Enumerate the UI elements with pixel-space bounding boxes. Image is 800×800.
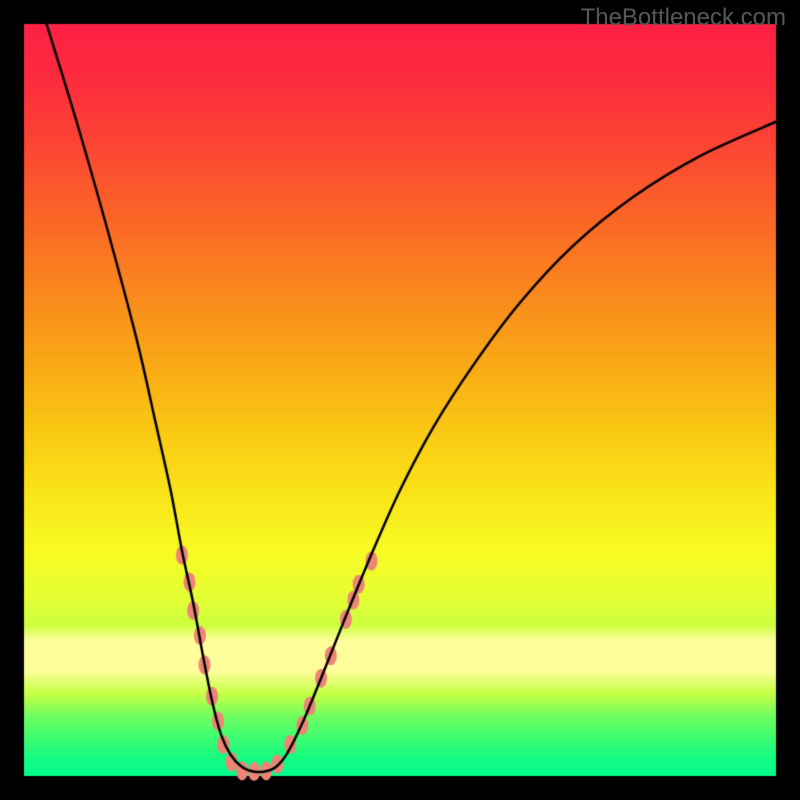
chart-frame: TheBottleneck.com: [0, 0, 800, 800]
bottleneck-curve-chart: [0, 0, 800, 800]
